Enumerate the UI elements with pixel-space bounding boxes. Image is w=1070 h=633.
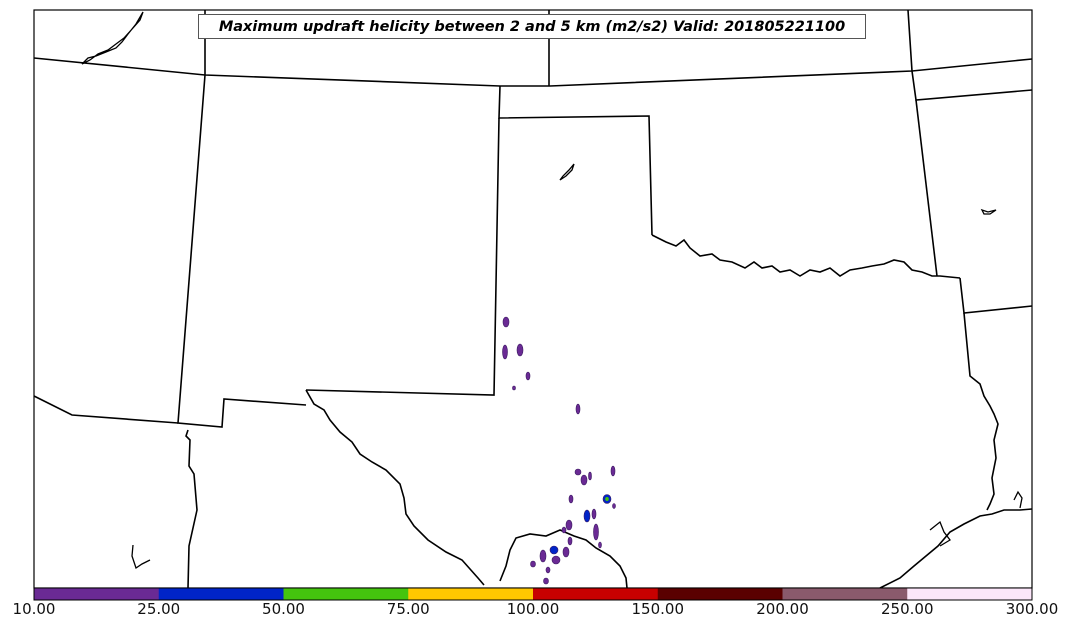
colorbar-segment bbox=[907, 588, 1033, 600]
lake-texoma-feature bbox=[559, 163, 575, 181]
colorbar-segment bbox=[34, 588, 160, 600]
colorbar-tick-label: 100.00 bbox=[506, 600, 560, 618]
helicity-cell bbox=[588, 471, 592, 481]
boundary-rio-grande-west bbox=[305, 389, 485, 586]
colorbar-tick-label: 25.00 bbox=[137, 600, 181, 618]
colorbar bbox=[33, 587, 1033, 601]
helicity-cell bbox=[593, 523, 599, 541]
state-boundaries bbox=[33, 9, 1033, 589]
boundary-az-nm bbox=[177, 74, 307, 428]
helicity-swaths bbox=[502, 316, 616, 585]
helicity-cell bbox=[561, 526, 567, 534]
colorbar-tick-label: 10.00 bbox=[12, 600, 56, 618]
helicity-cell bbox=[545, 566, 551, 574]
helicity-cell bbox=[502, 316, 510, 328]
colorbar-tick-label: 50.00 bbox=[262, 600, 305, 618]
gulf-of-california-feature bbox=[131, 544, 151, 570]
colorbar-tick-label: 75.00 bbox=[386, 600, 430, 618]
helicity-cell bbox=[551, 555, 561, 565]
helicity-cell bbox=[568, 494, 574, 504]
colorbar-segment bbox=[782, 588, 908, 600]
helicity-cell bbox=[543, 577, 549, 585]
helicity-cell bbox=[598, 541, 602, 549]
colorbar-tick-labels: 10.00 25.00 50.00 75.00 100.00 150.00 200.00 25… bbox=[0, 600, 1070, 624]
boundary-ks-ok bbox=[498, 85, 653, 236]
helicity-cell bbox=[580, 474, 588, 486]
water-features bbox=[81, 11, 1023, 570]
boundary-ia-mo bbox=[907, 9, 1033, 101]
helicity-cell bbox=[612, 503, 616, 509]
colorbar-segment bbox=[158, 588, 284, 600]
helicity-cell bbox=[567, 536, 573, 546]
colorbar-segment bbox=[283, 588, 409, 600]
helicity-cell bbox=[539, 549, 547, 563]
helicity-cell bbox=[610, 465, 616, 477]
colorbar-segment bbox=[533, 588, 659, 600]
boundary-rio-grande-east bbox=[499, 529, 628, 589]
boundary-az-mx bbox=[185, 429, 198, 589]
helicity-cell bbox=[574, 468, 582, 476]
map-title: Maximum updraft helicity between 2 and 5… bbox=[218, 18, 846, 35]
helicity-cell bbox=[565, 519, 573, 531]
boundary-north bbox=[33, 57, 1033, 87]
boundary-red-river bbox=[651, 234, 961, 279]
helicity-core bbox=[605, 497, 609, 501]
lake-arkansas-feature bbox=[980, 208, 997, 215]
colorbar-segment bbox=[657, 588, 783, 600]
gulf-coast bbox=[879, 508, 1033, 589]
colorbar-tick-label: 250.00 bbox=[881, 600, 934, 618]
map-title-box: Maximum updraft helicity between 2 and 5… bbox=[198, 14, 866, 39]
colorbar-tick-label: 200.00 bbox=[756, 600, 809, 618]
helicity-cell bbox=[530, 560, 536, 568]
helicity-cell bbox=[502, 344, 508, 360]
colorbar-frame bbox=[33, 587, 1033, 601]
helicity-cell bbox=[549, 545, 559, 555]
lake-charles-feature bbox=[1013, 490, 1023, 509]
helicity-cell bbox=[516, 343, 524, 357]
boundary-az-ca bbox=[33, 395, 179, 424]
colorbar-tick-label: 150.00 bbox=[631, 600, 685, 618]
colorbar-segment bbox=[408, 588, 534, 600]
boundary-nm-tx bbox=[305, 117, 500, 396]
map-frame bbox=[33, 9, 1033, 589]
helicity-cell bbox=[512, 385, 516, 391]
lake-mead-feature bbox=[81, 11, 144, 65]
helicity-cell bbox=[575, 403, 581, 415]
boundary-sabine bbox=[963, 312, 999, 511]
helicity-cell bbox=[583, 509, 591, 523]
galveston-bay-feature bbox=[929, 520, 951, 547]
helicity-cell bbox=[591, 508, 597, 520]
helicity-cell bbox=[562, 546, 570, 558]
helicity-cell bbox=[525, 371, 531, 381]
boundary-ar-ok bbox=[915, 99, 938, 277]
colorbar-tick-label: 300.00 bbox=[1005, 600, 1059, 618]
